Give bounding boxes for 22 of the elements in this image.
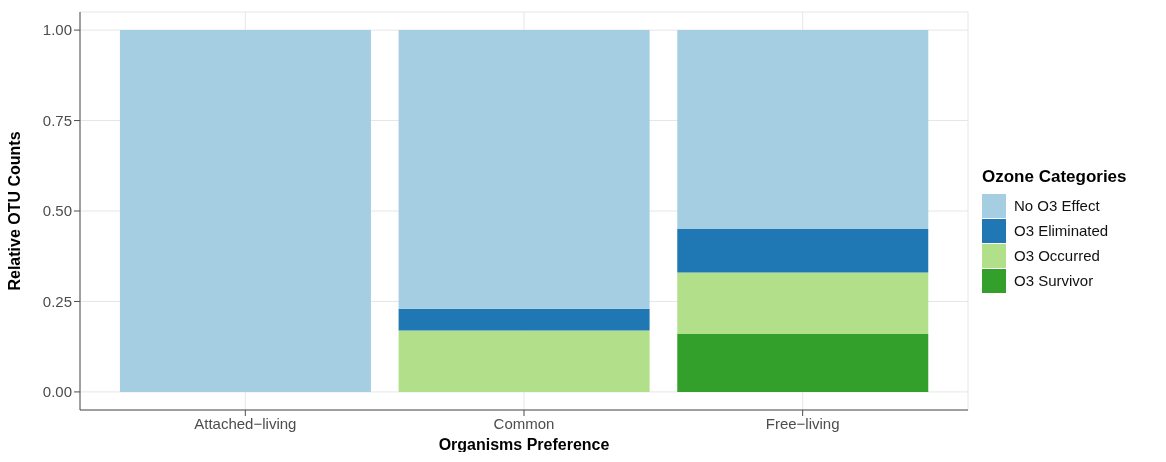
bar — [677, 272, 929, 335]
bar — [119, 30, 371, 392]
bar — [398, 308, 650, 331]
bar — [398, 330, 650, 392]
y-axis-title: Relative OTU Counts — [5, 131, 23, 291]
y-tick-label: 0.00 — [42, 383, 72, 401]
x-tick-label: Attached−living — [194, 414, 297, 432]
x-tick-label: Free−living — [765, 414, 840, 432]
y-tick-label: 0.25 — [42, 292, 72, 310]
y-tick-label: 0.75 — [42, 111, 72, 129]
bar — [677, 30, 929, 230]
y-tick-label: 0.50 — [42, 202, 72, 220]
legend-label: No O3 Effect — [1014, 197, 1100, 214]
legend-label: O3 Survivor — [1014, 272, 1094, 289]
bar — [677, 229, 929, 273]
bar — [677, 334, 929, 392]
legend-label: O3 Occurred — [1014, 247, 1100, 264]
legend-label: O3 Eliminated — [1014, 222, 1109, 239]
y-tick-label: 1.00 — [42, 21, 72, 39]
legend-title: Ozone Categories — [982, 167, 1128, 187]
x-tick-label: Common — [493, 414, 555, 432]
bar — [398, 30, 650, 309]
